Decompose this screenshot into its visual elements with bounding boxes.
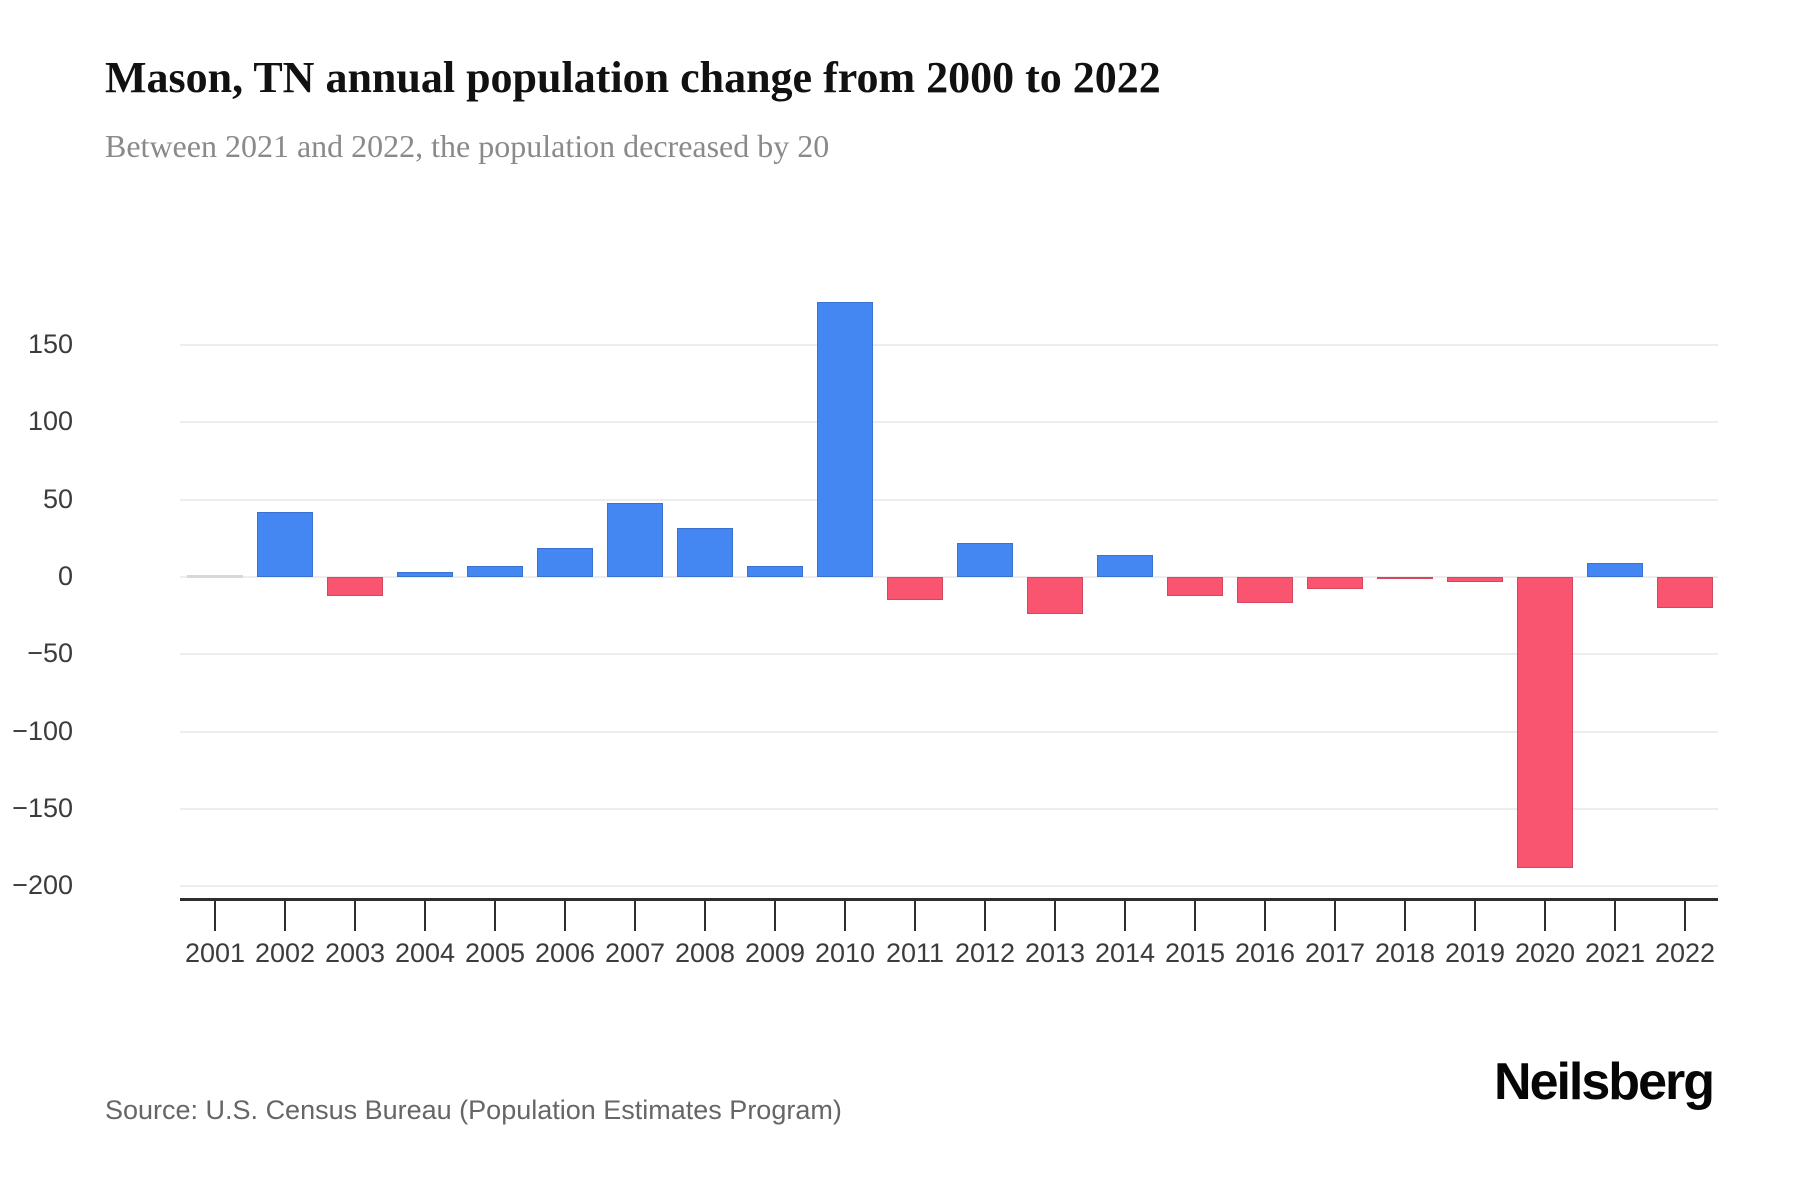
x-tick-2010: [844, 901, 846, 931]
y-tick-label-50: 50: [42, 484, 73, 514]
x-tick-label-2014: 2014: [1094, 938, 1156, 968]
chart-bar-2012[interactable]: [957, 543, 1013, 577]
chart-bar-2018[interactable]: [1377, 577, 1433, 579]
y-tick-label--150: −150: [12, 793, 73, 823]
chart-bar-2016[interactable]: [1237, 577, 1293, 603]
y-tick-label-150: 150: [27, 329, 73, 359]
chart-bar-2021[interactable]: [1587, 563, 1643, 577]
x-tick-label-2017: 2017: [1304, 938, 1366, 968]
chart-bar-2005[interactable]: [467, 566, 523, 577]
chart-bar-2003[interactable]: [327, 577, 383, 596]
x-tick-2018: [1404, 901, 1406, 931]
x-tick-label-2008: 2008: [674, 938, 736, 968]
gridline-50: [180, 499, 1718, 501]
chart-title: Mason, TN annual population change from …: [105, 53, 1161, 102]
x-tick-label-2005: 2005: [464, 938, 526, 968]
x-axis-line: [180, 898, 1718, 901]
brand-logo: Neilsberg: [1494, 1053, 1715, 1111]
x-tick-2013: [1054, 901, 1056, 931]
gridline--100: [180, 731, 1718, 733]
x-tick-label-2012: 2012: [954, 938, 1016, 968]
x-tick-2022: [1684, 901, 1686, 931]
x-tick-label-2009: 2009: [744, 938, 806, 968]
x-tick-label-2018: 2018: [1374, 938, 1436, 968]
x-tick-2004: [424, 901, 426, 931]
gridline-100: [180, 421, 1718, 423]
x-tick-2019: [1474, 901, 1476, 931]
y-tick-label--100: −100: [12, 716, 73, 746]
gridline--150: [180, 808, 1718, 810]
x-tick-2017: [1334, 901, 1336, 931]
chart-bar-2022[interactable]: [1657, 577, 1713, 608]
source-note: Source: U.S. Census Bureau (Population E…: [105, 1095, 842, 1125]
gridline--50: [180, 653, 1718, 655]
x-tick-2002: [284, 901, 286, 931]
x-tick-2015: [1194, 901, 1196, 931]
x-tick-label-2007: 2007: [604, 938, 666, 968]
x-tick-label-2010: 2010: [814, 938, 876, 968]
x-tick-2011: [914, 901, 916, 931]
chart-bar-2006[interactable]: [537, 548, 593, 577]
x-tick-label-2021: 2021: [1584, 938, 1646, 968]
x-tick-label-2019: 2019: [1444, 938, 1506, 968]
x-tick-label-2016: 2016: [1234, 938, 1296, 968]
chart-bar-2011[interactable]: [887, 577, 943, 600]
x-tick-2003: [354, 901, 356, 931]
x-tick-2014: [1124, 901, 1126, 931]
x-tick-label-2020: 2020: [1514, 938, 1576, 968]
chart-bar-2017[interactable]: [1307, 577, 1363, 589]
chart-bar-2020[interactable]: [1517, 577, 1573, 868]
chart-subtitle: Between 2021 and 2022, the population de…: [105, 128, 830, 164]
y-tick-label-100: 100: [27, 406, 73, 436]
x-tick-label-2001: 2001: [184, 938, 246, 968]
x-tick-2020: [1544, 901, 1546, 931]
x-tick-label-2006: 2006: [534, 938, 596, 968]
chart-bar-2014[interactable]: [1097, 555, 1153, 577]
chart-bar-2013[interactable]: [1027, 577, 1083, 614]
x-tick-label-2015: 2015: [1164, 938, 1226, 968]
x-tick-2006: [564, 901, 566, 931]
x-tick-2016: [1264, 901, 1266, 931]
chart-bar-2015[interactable]: [1167, 577, 1223, 596]
gridline--200: [180, 885, 1718, 887]
x-tick-label-2022: 2022: [1654, 938, 1716, 968]
x-tick-2008: [704, 901, 706, 931]
x-tick-label-2002: 2002: [254, 938, 316, 968]
gridline-0: [180, 576, 1718, 578]
x-tick-2012: [984, 901, 986, 931]
x-tick-label-2003: 2003: [324, 938, 386, 968]
x-tick-2021: [1614, 901, 1616, 931]
y-tick-label--50: −50: [27, 638, 73, 668]
x-tick-2001: [214, 901, 216, 931]
x-tick-label-2013: 2013: [1024, 938, 1086, 968]
chart-bar-2010[interactable]: [817, 302, 873, 577]
chart-bar-2007[interactable]: [607, 503, 663, 577]
chart-bar-2002[interactable]: [257, 512, 313, 577]
gridline-150: [180, 344, 1718, 346]
y-tick-label-0: 0: [57, 561, 73, 591]
x-tick-2005: [494, 901, 496, 931]
y-tick-label--200: −200: [12, 870, 73, 900]
chart-bar-2004[interactable]: [397, 572, 453, 577]
chart-bar-2019[interactable]: [1447, 577, 1503, 582]
bar-chart-plot-area: 150 100 50 0 −50 −100 −150 −200 2001 2002 2003 200…: [12, 270, 1718, 968]
x-tick-label-2011: 2011: [885, 938, 945, 968]
x-tick-label-2004: 2004: [394, 938, 456, 968]
x-tick-2009: [774, 901, 776, 931]
x-tick-2007: [634, 901, 636, 931]
chart-bar-2008[interactable]: [677, 528, 733, 577]
chart-bar-2001[interactable]: [187, 575, 243, 578]
chart-bar-2009[interactable]: [747, 566, 803, 577]
